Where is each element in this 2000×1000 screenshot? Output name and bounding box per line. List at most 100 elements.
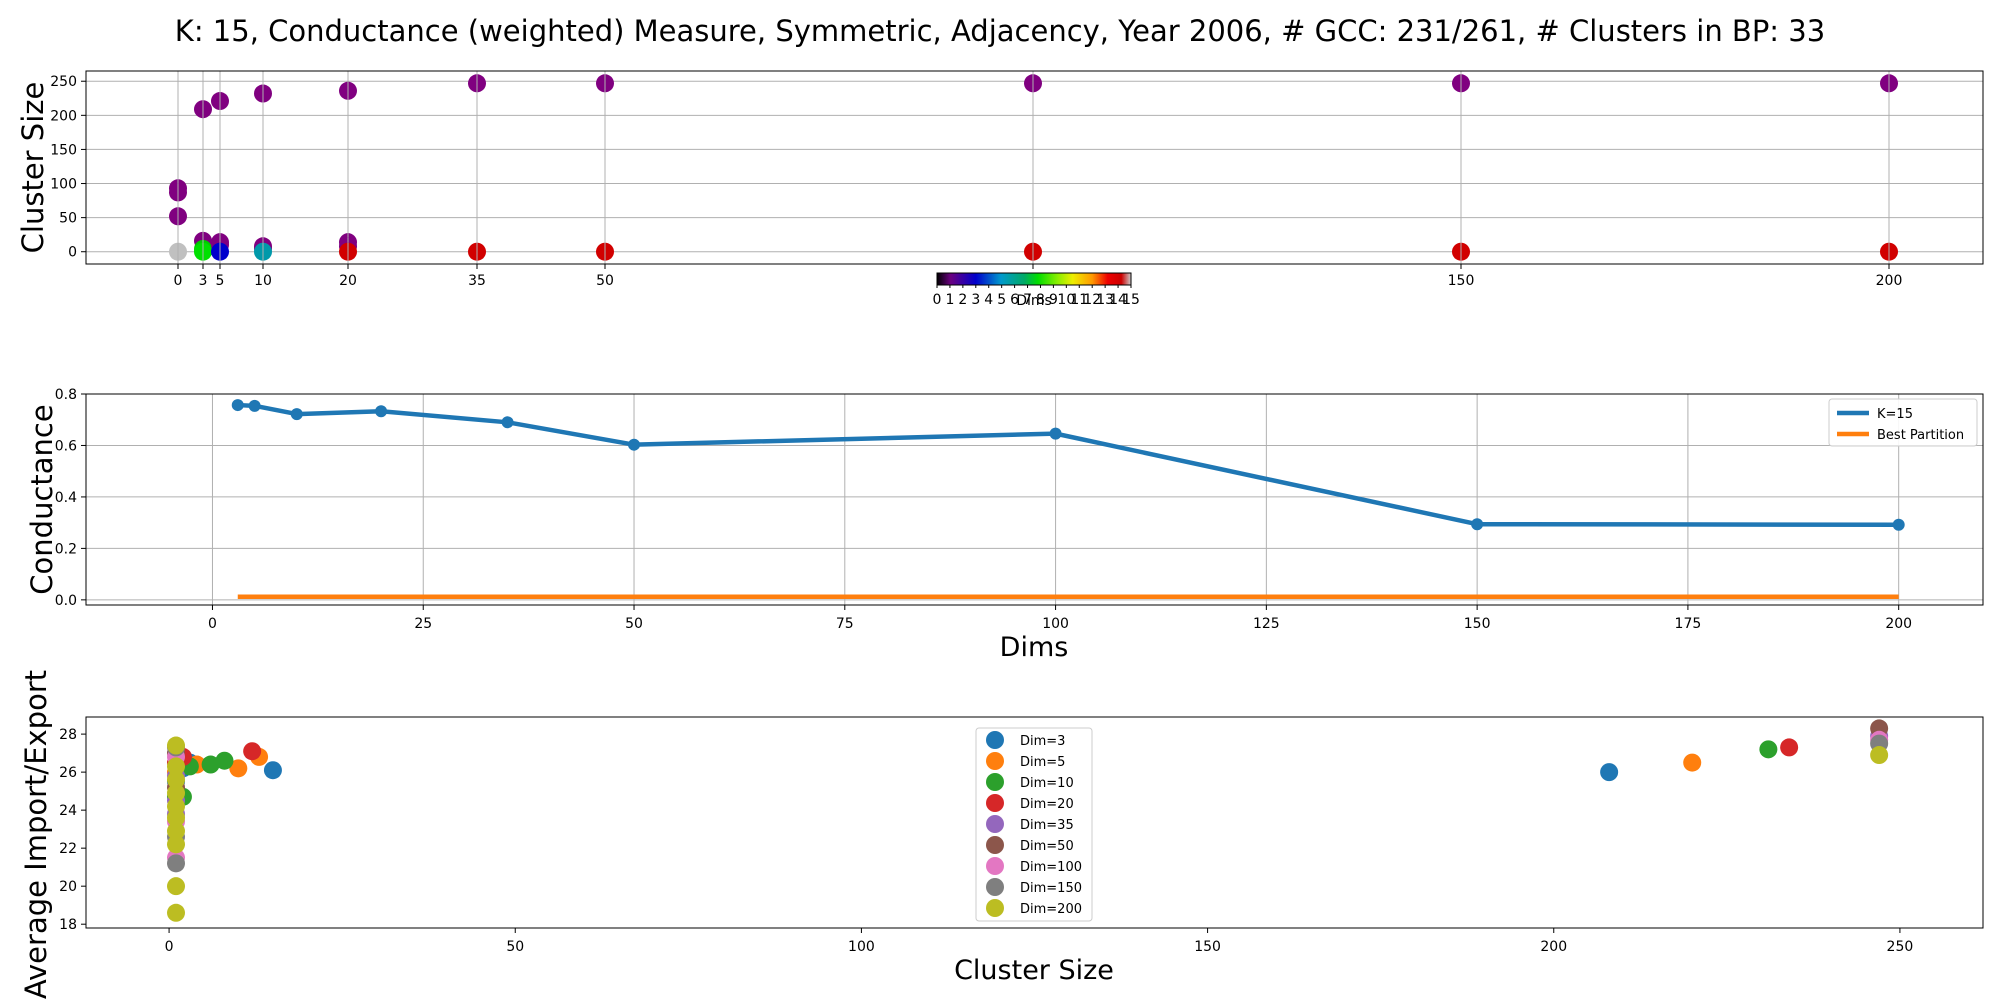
p3-point — [167, 835, 186, 854]
p3-ylabel: Average Import/Export — [19, 670, 53, 999]
p2-series-marker — [231, 399, 244, 412]
p3-point — [1759, 740, 1778, 759]
p2-xtick-label: 0 — [208, 616, 217, 632]
p1-ytick-label: 150 — [50, 142, 77, 158]
p3-legend-swatch — [986, 836, 1004, 854]
p3-xtick-label: 0 — [165, 939, 174, 955]
p3-ytick-label: 24 — [59, 803, 77, 819]
p2-xtick-label: 175 — [1675, 616, 1702, 632]
colorbar-tick-label: 6 — [1010, 292, 1019, 308]
p3-legend-swatch — [986, 899, 1004, 917]
p1-xtick-label: 200 — [1876, 273, 1903, 289]
p3-point — [167, 797, 186, 816]
p2-series-marker — [248, 399, 261, 412]
p3-ytick-label: 22 — [59, 841, 77, 857]
colorbar-tick-label: 0 — [933, 292, 942, 308]
p3-legend — [975, 727, 1093, 922]
p2-series-marker — [1471, 518, 1484, 531]
p3-xtick-label: 100 — [848, 939, 875, 955]
p2-axes-frame — [85, 393, 1984, 606]
colorbar-tick-label: 11 — [1070, 292, 1088, 308]
p3-legend-label: Dim=150 — [1020, 881, 1082, 896]
p3-legend-swatch — [986, 752, 1004, 770]
colorbar-tick-label: 5 — [997, 292, 1006, 308]
p2-ytick-label: 0.6 — [55, 438, 77, 454]
p3-legend-label: Dim=35 — [1020, 818, 1074, 833]
p2-series-marker — [628, 438, 641, 451]
p3-point — [167, 784, 186, 803]
colorbar-tick-label: 4 — [984, 292, 993, 308]
p3-point — [167, 822, 186, 841]
colorbar — [936, 272, 1132, 286]
p3-legend-label: Dim=3 — [1020, 734, 1065, 749]
colorbar-label: Dims — [1016, 293, 1052, 309]
p3-ytick-label: 18 — [59, 917, 77, 933]
p3-point — [167, 877, 186, 896]
p3-ytick-label: 28 — [59, 727, 77, 743]
colorbar-tick-label: 8 — [1036, 292, 1045, 308]
p1-xtick-label: 35 — [468, 273, 486, 289]
p2-xtick-label: 50 — [625, 616, 643, 632]
colorbar-tick-label: 14 — [1109, 292, 1127, 308]
p1-xtick-label: 150 — [1448, 273, 1475, 289]
p3-xtick-label: 150 — [1194, 939, 1221, 955]
p1-ylabel: Cluster Size — [16, 82, 50, 254]
p1-xtick-label: 20 — [339, 273, 357, 289]
p2-ytick-label: 0.4 — [55, 490, 77, 506]
colorbar-tick-label: 3 — [971, 292, 980, 308]
p1-ytick-label: 200 — [50, 108, 77, 124]
p2-ytick-label: 0.0 — [55, 593, 77, 609]
p1-xtick-label: 3 — [199, 273, 208, 289]
p3-xtick-label: 250 — [1887, 939, 1914, 955]
p3-legend-swatch — [986, 878, 1004, 896]
p2-series-marker — [1892, 518, 1905, 531]
p3-point — [229, 759, 248, 778]
p2-ytick-label: 0.2 — [55, 541, 77, 557]
p2-xtick-label: 125 — [1253, 616, 1280, 632]
p3-legend-label: Dim=200 — [1020, 902, 1082, 917]
p3-xtick-label: 200 — [1540, 939, 1567, 955]
p3-point — [1780, 738, 1799, 757]
p3-point — [243, 742, 262, 761]
p2-legend-label: Best Partition — [1877, 428, 1964, 443]
p2-xtick-label: 25 — [414, 616, 432, 632]
p3-point — [167, 903, 186, 922]
p2-series-marker — [501, 416, 514, 429]
p1-axes-frame — [85, 70, 1984, 265]
colorbar-tick-label: 7 — [1023, 292, 1032, 308]
p2-xlabel: Dims — [1000, 632, 1069, 663]
p3-legend-label: Dim=100 — [1020, 860, 1082, 875]
p2-series-line-0 — [237, 402, 1899, 527]
p3-point — [167, 757, 186, 776]
p2-legend-label: K=15 — [1877, 407, 1913, 422]
p2-ytick-label: 0.8 — [55, 387, 77, 403]
p3-point — [1683, 753, 1702, 772]
p3-point — [1870, 746, 1889, 765]
p3-point — [263, 761, 282, 780]
colorbar-tick-label: 2 — [958, 292, 967, 308]
p3-legend-swatch — [986, 815, 1004, 833]
p1-xtick-label: 10 — [254, 273, 272, 289]
p3-legend-label: Dim=10 — [1020, 776, 1074, 791]
p3-legend-label: Dim=50 — [1020, 839, 1074, 854]
p3-point — [167, 736, 186, 755]
colorbar-tick-label: 13 — [1096, 292, 1114, 308]
p2-xtick-label: 150 — [1464, 616, 1491, 632]
p2-series-marker — [290, 408, 303, 421]
p3-legend-swatch — [986, 794, 1004, 812]
p3-xtick-label: 50 — [506, 939, 524, 955]
p3-xlabel: Cluster Size — [954, 955, 1114, 986]
p3-legend-label: Dim=20 — [1020, 797, 1074, 812]
p3-point — [201, 755, 220, 774]
p3-ytick-label: 20 — [59, 879, 77, 895]
p1-ytick-label: 250 — [50, 74, 77, 90]
p2-series-marker — [1049, 427, 1062, 440]
p1-xtick-label: 0 — [174, 273, 183, 289]
p2-xtick-label: 200 — [1885, 616, 1912, 632]
figure-title: K: 15, Conductance (weighted) Measure, S… — [174, 14, 1826, 48]
p2-ylabel: Conductance — [25, 404, 59, 594]
p3-ytick-label: 26 — [59, 765, 77, 781]
p3-point — [215, 751, 234, 770]
p1-ytick-label: 50 — [59, 211, 77, 227]
p3-legend-swatch — [986, 731, 1004, 749]
